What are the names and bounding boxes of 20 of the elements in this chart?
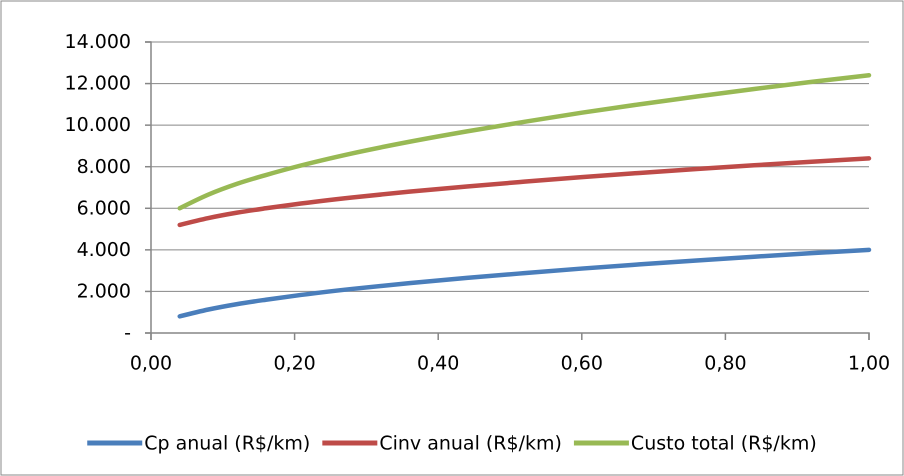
- x-tick-label: 1,00: [848, 352, 890, 375]
- x-tick-label: 0,80: [704, 352, 747, 375]
- y-tick-label: 12.000: [64, 72, 131, 95]
- x-tick-label: 0,60: [560, 352, 603, 375]
- y-tick-label: 8.000: [76, 156, 131, 178]
- line-series: [177, 248, 872, 319]
- y-tick-label: 10.000: [64, 114, 131, 136]
- legend-label: Cp anual (R$/km): [144, 432, 310, 455]
- legend-label: Cinv anual (R$/km): [379, 432, 562, 455]
- y-tick-label: 14.000: [64, 31, 131, 54]
- legend-label: Custo total (R$/km): [630, 432, 817, 455]
- line-series: [177, 156, 872, 228]
- y-tick-label: 6.000: [76, 197, 131, 220]
- x-tick-label: 0,40: [417, 352, 460, 375]
- y-tick-label: 2.000: [76, 280, 131, 303]
- x-tick-label: 0,20: [273, 352, 316, 375]
- line-series: [177, 73, 872, 211]
- y-tick-label: 4.000: [76, 238, 131, 261]
- y-tick-label: -: [124, 322, 131, 344]
- x-tick-label: 0,00: [130, 352, 172, 375]
